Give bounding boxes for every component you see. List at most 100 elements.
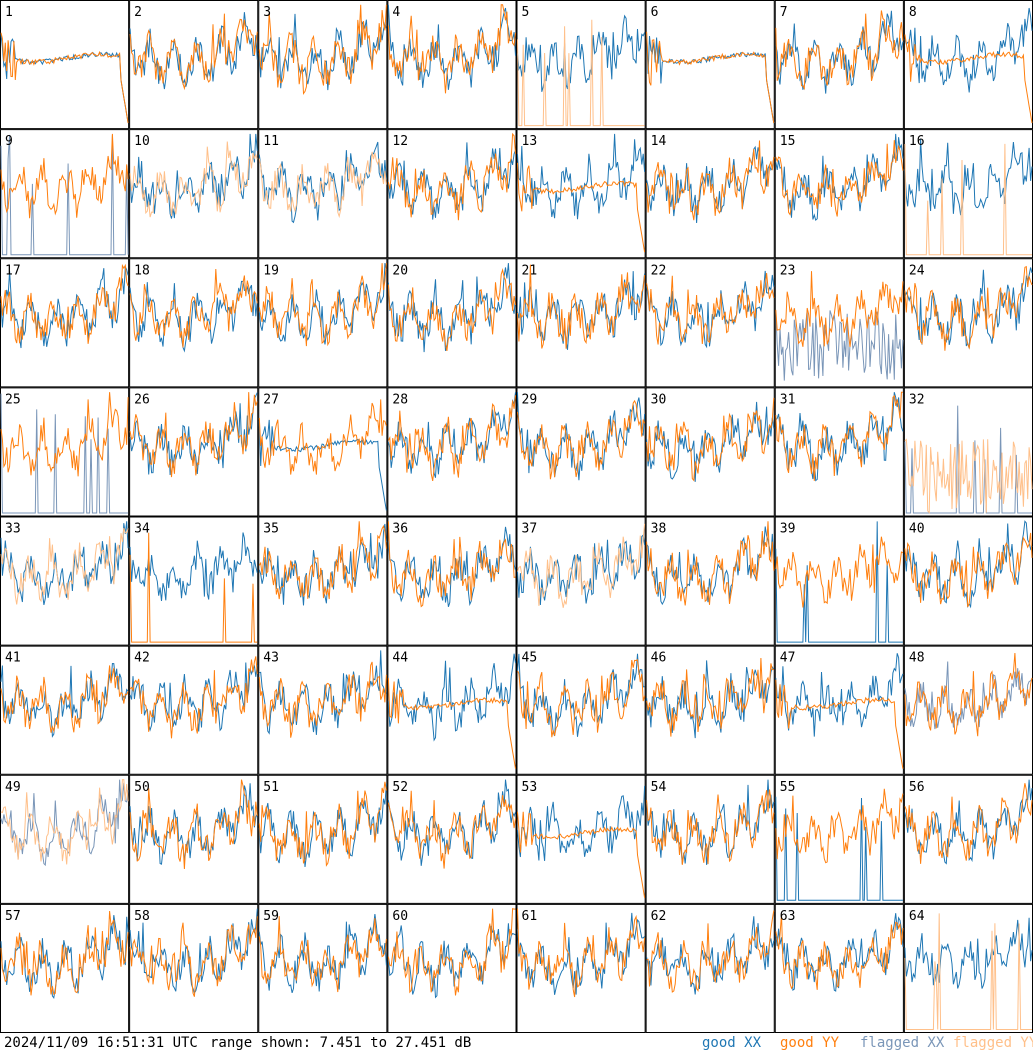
panel-label: 1: [5, 5, 13, 20]
panel-label: 37: [522, 522, 538, 537]
panel-label: 39: [780, 522, 796, 537]
panel-label: 56: [909, 780, 925, 795]
panel-58: 58: [129, 903, 259, 1033]
panel-11: 11: [258, 129, 388, 259]
legend-flagged-yy: flagged YY: [953, 1035, 1033, 1051]
trace-yy: [129, 779, 258, 870]
panel-18: 18: [129, 258, 259, 388]
panel-27: 27: [258, 387, 388, 517]
panel-label: 51: [263, 780, 279, 795]
panel-label: 41: [5, 651, 21, 666]
trace-yy: [775, 140, 904, 217]
panel-frame: [903, 645, 1033, 775]
trace-yy: [517, 19, 645, 127]
trace-xx: [646, 779, 775, 865]
panel-label: 25: [5, 392, 21, 407]
panel-frame: [0, 774, 130, 904]
panel-label: 36: [392, 522, 408, 537]
panel-52: 52: [387, 774, 517, 904]
panel-label: 57: [5, 909, 21, 924]
panel-41: 41: [0, 645, 130, 775]
panel-label: 29: [522, 392, 538, 407]
panel-label: 32: [909, 392, 925, 407]
panel-60: 60: [387, 903, 517, 1033]
panel-frame: [516, 387, 646, 517]
panel-25: 25: [0, 387, 130, 517]
panel-13: 13: [516, 129, 646, 259]
panel-frame: [645, 387, 775, 517]
trace-yy: [0, 779, 129, 865]
panel-frame: [774, 129, 904, 259]
panel-57: 57: [0, 903, 130, 1033]
panel-label: 47: [780, 651, 796, 666]
panel-20: 20: [387, 258, 517, 388]
panel-label: 22: [651, 263, 667, 278]
panel-15: 15: [774, 129, 904, 259]
trace-yy: [646, 31, 775, 124]
panel-frame: [645, 774, 775, 904]
trace-yy: [646, 910, 775, 993]
panel-label: 26: [134, 392, 150, 407]
trace-yy: [904, 532, 1033, 608]
trace-xx: [0, 393, 129, 514]
trace-yy: [517, 399, 646, 480]
panel-label: 43: [263, 651, 279, 666]
trace-yy: [517, 162, 646, 253]
trace-yy: [258, 781, 387, 867]
panel-19: 19: [258, 258, 388, 388]
panel-6: 6: [645, 0, 775, 130]
trace-yy: [387, 678, 516, 769]
panel-label: 17: [5, 263, 21, 278]
panel-label: 35: [263, 522, 279, 537]
trace-xx: [129, 908, 258, 994]
panel-21: 21: [516, 258, 646, 388]
panel-24: 24: [903, 258, 1033, 388]
trace-yy: [775, 271, 904, 347]
panel-label: 14: [651, 134, 667, 149]
trace-yy: [258, 263, 387, 347]
panel-59: 59: [258, 903, 388, 1033]
legend-good-yy: good YY: [780, 1035, 840, 1051]
trace-yy: [646, 657, 774, 737]
trace-xx: [646, 270, 775, 349]
trace-yy: [258, 916, 387, 993]
panel-label: 46: [651, 651, 667, 666]
panel-46: 46: [645, 645, 775, 775]
panel-1: 1: [0, 0, 130, 130]
trace-yy: [775, 10, 904, 91]
panel-36: 36: [387, 516, 517, 646]
panel-label: 12: [392, 134, 408, 149]
panel-frame: [129, 774, 259, 904]
panel-49: 49: [0, 774, 130, 904]
trace-yy: [129, 13, 258, 91]
trace-xx: [775, 796, 903, 901]
panel-label: 27: [263, 392, 279, 407]
panel-30: 30: [645, 387, 775, 517]
trace-yy: [904, 652, 1033, 737]
trace-xx: [775, 521, 903, 643]
panel-frame: [129, 903, 259, 1033]
panel-label: 52: [392, 780, 408, 795]
panel-label: 34: [134, 522, 150, 537]
trace-xx: [517, 653, 645, 737]
trace-xx: [129, 532, 258, 602]
trace-xx: [0, 779, 129, 867]
panel-label: 49: [5, 780, 21, 795]
panel-label: 24: [909, 263, 925, 278]
panel-40: 40: [903, 516, 1033, 646]
panel-label: 59: [263, 909, 279, 924]
trace-xx: [129, 392, 258, 476]
trace-yy: [904, 143, 1032, 256]
trace-yy: [0, 392, 129, 477]
panel-31: 31: [774, 387, 904, 517]
trace-yy: [904, 438, 1033, 514]
panel-32: 32: [903, 387, 1033, 517]
panel-frame: [258, 387, 388, 517]
trace-yy: [387, 790, 516, 869]
panel-label: 53: [522, 780, 538, 795]
trace-yy: [646, 273, 775, 345]
panel-frame: [774, 645, 904, 775]
panel-label: 11: [263, 134, 279, 149]
trace-yy: [129, 141, 258, 218]
